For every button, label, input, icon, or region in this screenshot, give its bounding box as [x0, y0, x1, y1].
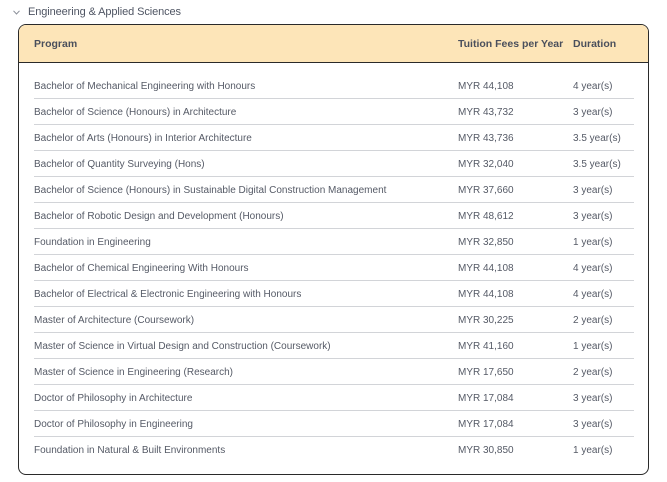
duration: 3 year(s): [573, 185, 613, 196]
chevron-down-icon: [12, 8, 20, 16]
program-name: Bachelor of Arts (Honours) in Interior A…: [34, 133, 252, 144]
program-name: Bachelor of Science (Honours) in Sustain…: [34, 185, 387, 196]
duration: 4 year(s): [573, 81, 613, 92]
table-row: Bachelor of Electrical & Electronic Engi…: [34, 281, 634, 307]
duration: 4 year(s): [573, 263, 613, 274]
table-header: Program Tuition Fees per Year Duration: [19, 25, 648, 63]
program-name: Master of Science in Virtual Design and …: [34, 341, 331, 352]
tuition-fee: MYR 32,040: [458, 159, 514, 170]
table-row: Bachelor of Robotic Design and Developme…: [34, 203, 634, 229]
table-row: Doctor of Philosophy in Architecture MYR…: [34, 385, 634, 411]
tuition-fee: MYR 17,084: [458, 419, 514, 430]
duration: 3 year(s): [573, 211, 613, 222]
tuition-fee: MYR 44,108: [458, 289, 514, 300]
table-row: Master of Science in Engineering (Resear…: [34, 359, 634, 385]
program-name: Bachelor of Electrical & Electronic Engi…: [34, 289, 302, 300]
program-name: Bachelor of Quantity Surveying (Hons): [34, 159, 205, 170]
table-row: Doctor of Philosophy in Engineering MYR …: [34, 411, 634, 437]
duration: 1 year(s): [573, 237, 613, 248]
duration: 3 year(s): [573, 393, 613, 404]
program-name: Master of Science in Engineering (Resear…: [34, 367, 233, 378]
table-row: Bachelor of Science (Honours) in Sustain…: [34, 177, 634, 203]
tuition-fee: MYR 43,732: [458, 107, 514, 118]
program-name: Bachelor of Mechanical Engineering with …: [34, 81, 256, 92]
table-row: Bachelor of Quantity Surveying (Hons) MY…: [34, 151, 634, 177]
table-row: Master of Science in Virtual Design and …: [34, 333, 634, 359]
tuition-fee: MYR 32,850: [458, 237, 514, 248]
tuition-fee: MYR 44,108: [458, 263, 514, 274]
program-name: Bachelor of Robotic Design and Developme…: [34, 211, 284, 222]
section-toggle-engineering[interactable]: Engineering & Applied Sciences: [12, 4, 181, 20]
table-row: Bachelor of Science (Honours) in Archite…: [34, 99, 634, 125]
duration: 4 year(s): [573, 289, 613, 300]
table-row: Foundation in Natural & Built Environmen…: [34, 437, 634, 463]
duration: 2 year(s): [573, 367, 613, 378]
program-name: Doctor of Philosophy in Architecture: [34, 393, 193, 404]
tuition-fee: MYR 30,225: [458, 315, 514, 326]
column-header-program: Program: [34, 38, 78, 50]
duration: 1 year(s): [573, 445, 613, 456]
tuition-fee: MYR 17,650: [458, 367, 514, 378]
duration: 3.5 year(s): [573, 133, 621, 144]
program-name: Bachelor of Chemical Engineering With Ho…: [34, 263, 249, 274]
program-name: Foundation in Natural & Built Environmen…: [34, 445, 226, 456]
program-name: Foundation in Engineering: [34, 237, 151, 248]
duration: 3 year(s): [573, 419, 613, 430]
table-row: Master of Architecture (Coursework) MYR …: [34, 307, 634, 333]
table-body: Bachelor of Mechanical Engineering with …: [34, 73, 634, 463]
table-row: Bachelor of Arts (Honours) in Interior A…: [34, 125, 634, 151]
tuition-fee: MYR 30,850: [458, 445, 514, 456]
tuition-fee: MYR 44,108: [458, 81, 514, 92]
duration: 3.5 year(s): [573, 159, 621, 170]
table-row: Bachelor of Chemical Engineering With Ho…: [34, 255, 634, 281]
column-header-duration: Duration: [573, 38, 617, 50]
program-name: Doctor of Philosophy in Engineering: [34, 419, 193, 430]
tuition-fee: MYR 17,084: [458, 393, 514, 404]
tuition-fee: MYR 48,612: [458, 211, 514, 222]
duration: 3 year(s): [573, 107, 613, 118]
tuition-fee: MYR 43,736: [458, 133, 514, 144]
tuition-fee: MYR 41,160: [458, 341, 514, 352]
column-header-fee: Tuition Fees per Year: [458, 38, 564, 50]
program-name: Master of Architecture (Coursework): [34, 315, 195, 326]
table-row: Bachelor of Mechanical Engineering with …: [34, 73, 634, 99]
section-title: Engineering & Applied Sciences: [28, 6, 181, 18]
duration: 1 year(s): [573, 341, 613, 352]
program-name: Bachelor of Science (Honours) in Archite…: [34, 107, 237, 118]
tuition-fee: MYR 37,660: [458, 185, 514, 196]
programs-table: Program Tuition Fees per Year Duration B…: [18, 24, 649, 475]
table-row: Foundation in Engineering MYR 32,850 1 y…: [34, 229, 634, 255]
duration: 2 year(s): [573, 315, 613, 326]
